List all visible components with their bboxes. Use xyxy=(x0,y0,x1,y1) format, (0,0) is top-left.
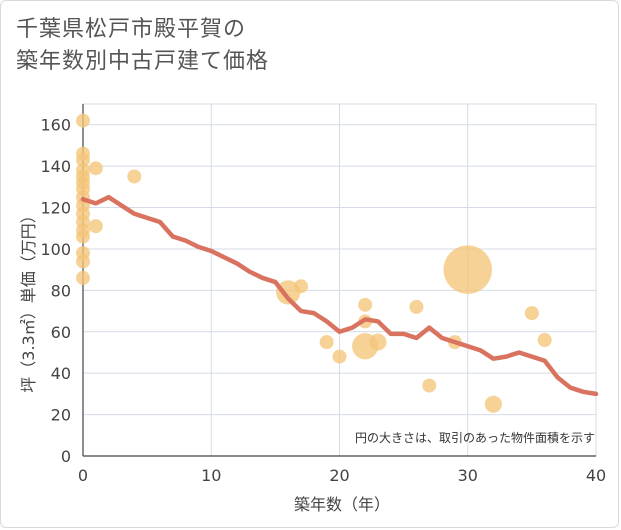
y-tick-label: 120 xyxy=(40,199,71,218)
y-tick-label: 140 xyxy=(40,157,71,176)
bubble-point xyxy=(76,254,90,269)
bubble-point xyxy=(88,219,103,234)
x-tick-label: 40 xyxy=(586,466,606,485)
bubble-point xyxy=(76,229,90,244)
bubble-point xyxy=(484,395,502,413)
bubble-point xyxy=(524,306,539,321)
bubble-point xyxy=(537,333,552,348)
y-axis-label: 坪（3.3㎡）単価（万円） xyxy=(19,207,38,392)
bubble-point xyxy=(76,270,90,285)
chart-title-line1: 千葉県松戸市殿平賀の xyxy=(16,17,247,42)
y-tick-label: 100 xyxy=(40,240,71,259)
x-tick-label: 30 xyxy=(458,466,478,485)
y-tick-label: 0 xyxy=(61,447,71,466)
bubble-point xyxy=(127,169,142,184)
x-tick-labels: 0 10 20 30 40 xyxy=(78,466,606,485)
y-tick-label: 80 xyxy=(51,281,71,300)
x-tick-label: 20 xyxy=(329,466,349,485)
y-tick-label: 160 xyxy=(40,116,71,135)
bubble-point xyxy=(409,299,424,314)
y-tick-label: 20 xyxy=(51,406,71,425)
bubble-point xyxy=(422,378,437,393)
chart-title: 千葉県松戸市殿平賀の 築年数別中古戸建て価格 xyxy=(16,14,576,78)
bubble-point xyxy=(76,152,90,167)
y-tick-label: 60 xyxy=(51,323,71,342)
bubble-point xyxy=(443,245,492,294)
size-note: 円の大きさは、取引のあった物件面積を示す xyxy=(355,430,595,445)
bubble-series xyxy=(76,113,552,413)
bubble-point xyxy=(294,279,309,294)
bubble-point xyxy=(332,349,347,364)
x-axis-label: 築年数（年） xyxy=(294,495,390,514)
trend-line-group xyxy=(80,194,599,397)
bubble-point xyxy=(88,161,103,176)
bubble-point xyxy=(76,113,90,128)
chart-title-line2: 築年数別中古戸建て価格 xyxy=(16,49,270,74)
x-tick-label: 0 xyxy=(78,466,88,485)
bubble-point xyxy=(369,333,387,351)
grid-lines xyxy=(82,103,597,457)
x-tick-label: 10 xyxy=(201,466,221,485)
y-tick-labels: 0 20 40 60 80 100 120 140 160 xyxy=(40,116,71,466)
bubble-point xyxy=(319,335,334,350)
bubble-point xyxy=(358,297,373,312)
y-tick-label: 40 xyxy=(51,364,71,383)
trend-line xyxy=(80,194,599,397)
